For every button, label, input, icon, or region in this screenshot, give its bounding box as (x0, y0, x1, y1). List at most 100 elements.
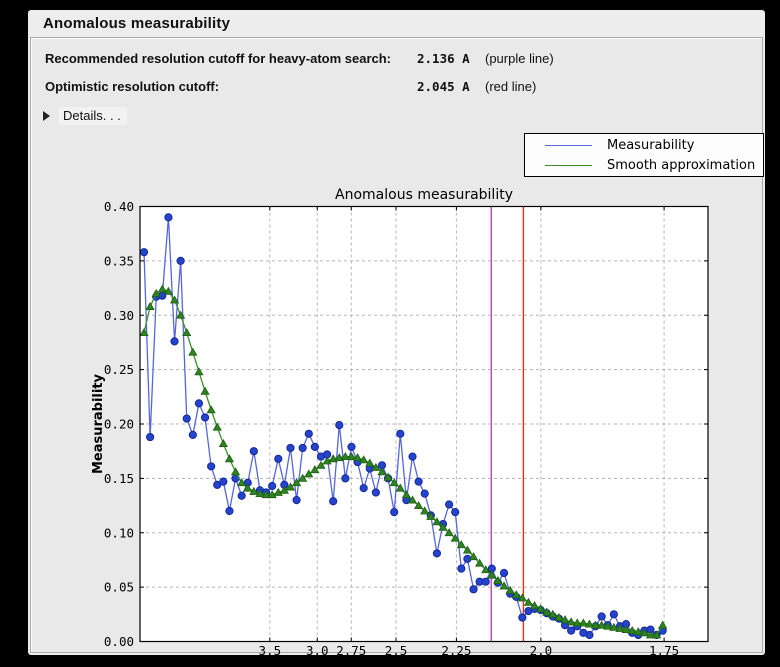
data-point-circle (390, 507, 399, 517)
y-tick-label: 0.10 (104, 525, 134, 540)
legend-line-sample (545, 144, 592, 146)
data-point-triangle (163, 286, 174, 295)
page-title: Anomalous measurability (43, 15, 231, 32)
data-point-circle (188, 430, 197, 439)
data-point-triangle (645, 630, 656, 639)
data-point-triangle (578, 618, 588, 627)
optimistic-cutoff-value: 2.045 A (417, 79, 470, 94)
optimistic-cutoff-label: Optimistic resolution cutoff: (45, 79, 220, 94)
recommended-cutoff-note: (purple line) (485, 51, 554, 66)
data-point-circle (396, 429, 405, 438)
data-point-triangle (328, 454, 338, 463)
data-point-circle (420, 489, 429, 498)
data-point-triangle (603, 621, 613, 630)
data-point-circle (176, 256, 185, 265)
data-point-triangle (542, 607, 552, 616)
chart-title: Anomalous measurability (335, 187, 513, 203)
x-tick-label: 2.0 (530, 643, 553, 658)
y-tick-label: 0.05 (104, 580, 134, 595)
summary-row-recommended: Recommended resolution cutoff for heavy-… (31, 51, 762, 67)
x-tick-label: 3.0 (306, 643, 329, 658)
data-point-circle (335, 420, 344, 430)
data-point-triangle (572, 618, 582, 627)
x-tick-label: 2.5 (385, 643, 408, 658)
data-point-circle (567, 626, 576, 635)
data-point-circle (457, 564, 466, 573)
data-point-circle (194, 399, 204, 408)
data-point-triangle (194, 367, 204, 376)
data-point-triangle (627, 626, 637, 635)
optimistic-cutoff-note: (red line) (485, 79, 537, 94)
data-point-triangle (511, 590, 521, 599)
data-point-circle (298, 443, 307, 453)
data-point-triangle (548, 609, 558, 618)
data-point-triangle (456, 540, 466, 549)
data-point-circle (518, 613, 527, 622)
data-point-circle (200, 413, 210, 422)
data-point-triangle (554, 612, 564, 621)
data-point-triangle (249, 486, 259, 495)
data-point-triangle (609, 622, 619, 631)
data-point-triangle (426, 511, 436, 520)
data-point-triangle (383, 472, 393, 481)
data-point-triangle (639, 628, 649, 637)
data-point-circle (268, 481, 277, 491)
data-point-triangle (517, 593, 527, 602)
data-point-triangle (206, 405, 216, 414)
legend-entry: Smooth approximation (525, 157, 763, 174)
data-point-circle (445, 500, 454, 509)
data-point-circle (371, 488, 380, 497)
data-point-triangle (505, 585, 515, 594)
data-point-triangle (334, 453, 344, 462)
data-point-triangle (365, 458, 375, 467)
y-tick-label: 0.20 (104, 417, 134, 432)
data-point-triangle (432, 517, 442, 526)
y-axis-label: Measurability (91, 373, 106, 474)
data-point-circle (139, 248, 149, 257)
data-point-triangle (304, 469, 314, 478)
data-point-triangle (621, 624, 631, 633)
data-point-triangle (316, 460, 326, 469)
data-point-triangle (407, 495, 418, 504)
data-point-circle (146, 432, 155, 442)
data-point-triangle (139, 328, 149, 337)
data-point-triangle (529, 601, 540, 610)
recommended-cutoff-label: Recommended resolution cutoff for heavy-… (45, 51, 392, 66)
data-point-circle (164, 213, 173, 222)
data-point-circle (274, 454, 283, 463)
data-point-triangle (169, 295, 180, 304)
data-point-circle (182, 414, 191, 423)
data-point-triangle (389, 478, 399, 487)
data-point-triangle (340, 452, 350, 461)
x-axis-label: Resolution (385, 658, 463, 667)
legend-line-sample (545, 164, 592, 166)
x-tick-label: 1.75 (649, 643, 679, 658)
data-point-triangle (377, 467, 387, 476)
data-point-triangle (371, 462, 381, 471)
details-disclosure[interactable]: Details. . . (43, 106, 127, 126)
data-point-triangle (212, 422, 222, 431)
data-point-triangle (566, 617, 576, 626)
data-point-triangle (267, 490, 277, 499)
summary-row-optimistic: Optimistic resolution cutoff: 2.045 A (r… (31, 79, 762, 95)
data-point-triangle (346, 452, 357, 461)
data-point-circle (292, 496, 301, 505)
data-point-triangle (438, 522, 448, 531)
y-tick-label: 0.40 (104, 199, 134, 214)
data-point-triangle (590, 620, 601, 629)
legend-label: Smooth approximation (607, 157, 756, 173)
chart-legend: Measurability Smooth approximation (524, 133, 764, 177)
data-point-circle (237, 491, 246, 500)
data-point-triangle (523, 597, 534, 606)
data-point-triangle (188, 347, 198, 356)
legend-entry: Measurability (525, 137, 763, 154)
data-point-circle (170, 337, 179, 346)
data-point-triangle (145, 301, 155, 310)
x-tick-label: 2.75 (336, 643, 366, 658)
data-point-triangle (218, 438, 228, 447)
data-point-triangle (182, 328, 192, 337)
data-point-circle (481, 577, 490, 586)
data-point-circle (207, 462, 216, 471)
data-point-triangle (450, 533, 460, 542)
data-point-triangle (420, 506, 430, 515)
